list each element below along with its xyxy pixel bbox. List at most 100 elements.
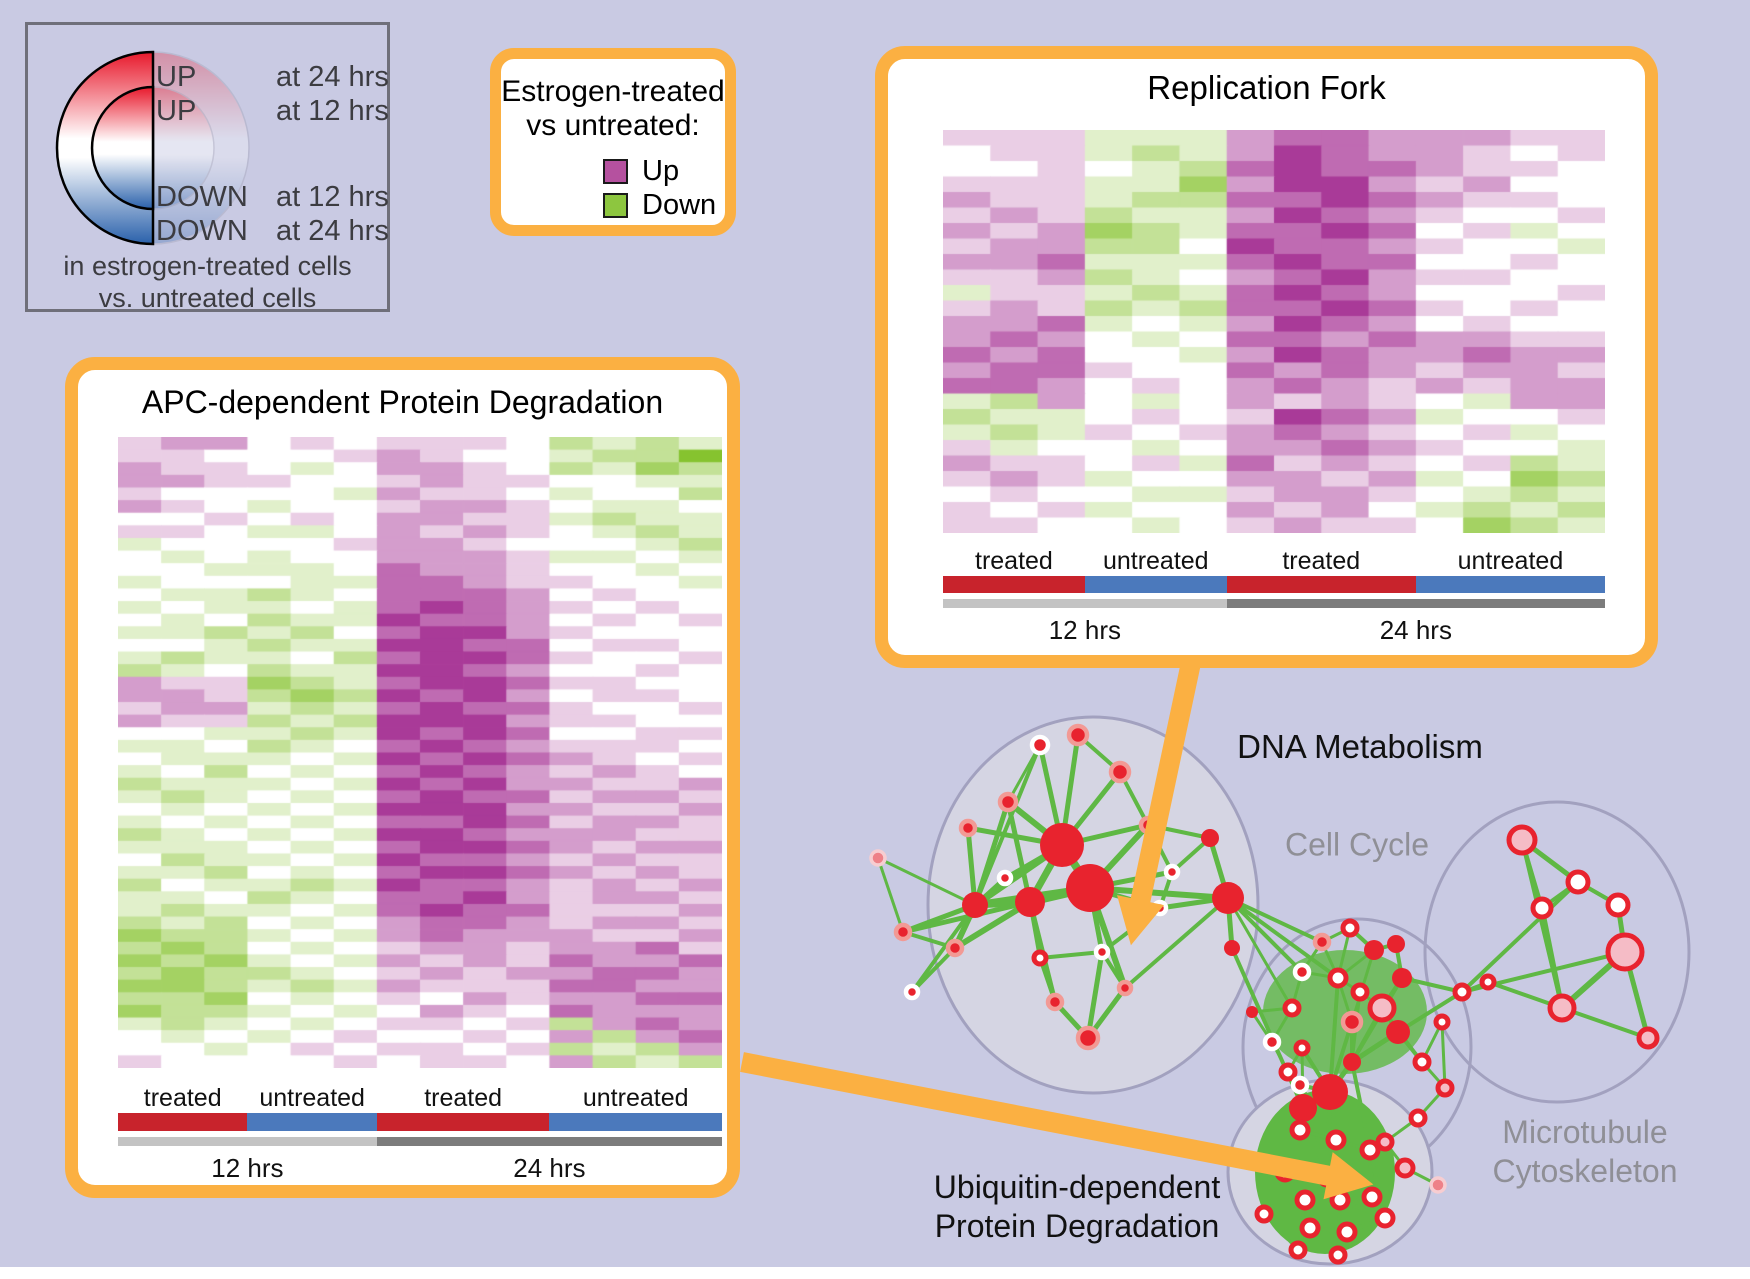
rf-hour-bars (943, 599, 1605, 608)
edge-99 (1460, 880, 1580, 994)
updown-down-row: Down (603, 189, 716, 222)
edge-121 (1350, 1060, 1372, 1152)
apc-bars-seg-0 (118, 1113, 248, 1131)
gene-node-35 (1386, 1020, 1410, 1044)
down-label: Down (642, 189, 717, 221)
gene-node-23 (1212, 882, 1244, 914)
replication-fork-panel: Replication Fork treated untreated treated… (875, 46, 1658, 668)
cluster-label-line: DNA Metabolism (1237, 727, 1483, 765)
gene-node-22 (996, 869, 1014, 887)
apc-groups-label-2: treated (424, 1084, 503, 1112)
rf-groups-label-1: untreated (1102, 546, 1209, 575)
rf-groups-cell-2: treated (1227, 547, 1416, 575)
edge-38 (1038, 950, 1104, 960)
apc-grays-seg-1 (376, 1137, 722, 1146)
edge-53 (1226, 896, 1304, 974)
gene-node-60 (1289, 1119, 1311, 1141)
gene-node-1 (1066, 723, 1090, 747)
gene-node-53 (1530, 896, 1554, 920)
gene-node-8 (945, 938, 965, 958)
apc-bars-seg-3 (549, 1113, 722, 1131)
edge-39 (1085, 949, 1105, 1041)
gene-node-67 (1361, 1186, 1383, 1208)
rf-groups-cell-1: untreated (1085, 547, 1227, 575)
rf-bars-seg-1 (1084, 576, 1227, 593)
edge-43 (1123, 896, 1230, 990)
edge-7 (972, 799, 1011, 908)
edge-57 (1226, 896, 1294, 1010)
gene-node-20 (1075, 1025, 1101, 1051)
edge-11 (876, 856, 905, 934)
cluster-label-1: Cell Cycle (1285, 825, 1429, 864)
gene-node-46 (1375, 1132, 1395, 1152)
gene-node-34 (1367, 993, 1397, 1023)
apc-groups-label-3: untreated (582, 1084, 689, 1112)
scale-at-12b-label: at 12 hrs (276, 181, 389, 213)
apc-grays-seg-0 (118, 1137, 377, 1146)
gene-node-54 (1605, 892, 1631, 918)
apc-groups-label-1: untreated (259, 1084, 365, 1112)
apc-groups-cell-0: treated (118, 1084, 247, 1112)
gene-node-12 (1015, 887, 1045, 917)
gene-node-39 (1262, 1032, 1282, 1052)
rf-treatment-bars (943, 576, 1605, 593)
edge-125 (1298, 1083, 1338, 1142)
scale-down-12-label: DOWN (156, 181, 248, 213)
scale-down-24-label: DOWN (156, 215, 248, 247)
gene-node-2 (1108, 760, 1132, 784)
edge-104 (1440, 1020, 1447, 1090)
rf-hours-cell-0: 12 hrs (943, 613, 1227, 647)
rf-groups-cell-3: untreated (1416, 547, 1605, 575)
edge-45 (900, 899, 1033, 935)
rf-bars-seg-0 (943, 576, 1085, 593)
arrow-shaft-1 (740, 1052, 1342, 1188)
gene-node-30 (1387, 935, 1405, 953)
gene-node-24 (1224, 940, 1240, 956)
gene-node-68 (1299, 1217, 1321, 1239)
arrow-head-0 (1117, 895, 1165, 946)
gene-node-61 (1325, 1129, 1347, 1151)
gene-node-29 (1364, 940, 1384, 960)
rf-groups-label-0: treated (975, 546, 1053, 575)
gene-node-33 (1350, 982, 1370, 1002)
gene-node-70 (1374, 1207, 1396, 1229)
down-swatch (603, 193, 628, 218)
scale-caption-line1: in estrogen-treated cells (63, 251, 352, 281)
up-label: Up (642, 155, 680, 187)
apc-title: APC-dependent Protein Degradation (141, 384, 664, 420)
apc-hours-label-0: 12 hrs (211, 1152, 284, 1183)
gene-node-69 (1336, 1221, 1358, 1243)
apc-hours-cell-1: 24 hrs (377, 1151, 722, 1185)
rf-hours-cell-1: 24 hrs (1227, 613, 1605, 647)
gene-node-57 (1636, 1026, 1660, 1050)
edge-54 (1226, 896, 1324, 944)
edge-10 (876, 856, 977, 907)
gene-node-45 (1408, 1108, 1428, 1128)
gene-node-26 (1292, 962, 1312, 982)
apc-panel: APC-dependent Protein Degradation treate… (65, 357, 740, 1198)
gene-node-25 (1282, 998, 1302, 1018)
rf-hours-label-1: 24 hrs (1379, 614, 1452, 645)
edge-47 (1005, 799, 1033, 905)
gene-node-19 (1045, 992, 1065, 1012)
gene-node-47 (1343, 1053, 1361, 1071)
rf-group-labels: treated untreated treated untreated (943, 547, 1605, 575)
updown-title-line2: vs untreated: (526, 109, 700, 142)
up-swatch (603, 159, 628, 184)
gene-node-52 (1565, 869, 1591, 895)
arrow-head-1 (1323, 1152, 1374, 1200)
gene-node-72 (1288, 1240, 1308, 1260)
gene-node-65 (1294, 1189, 1316, 1211)
gene-node-18 (1031, 949, 1049, 967)
edge-2 (1006, 743, 1042, 804)
scale-at-24-label: at 24 hrs (276, 61, 389, 93)
gene-node-14 (1201, 829, 1219, 847)
apc-heatmap (118, 437, 722, 1068)
gene-node-28 (1340, 918, 1360, 938)
scale-legend-box: UP at 24 hrs UP at 12 hrs DOWN at 12 hrs… (25, 22, 390, 313)
cluster-label-line: Cytoskeleton (1492, 1153, 1678, 1189)
gene-node-9 (962, 892, 988, 918)
scale-up-24-label: UP (156, 61, 197, 93)
